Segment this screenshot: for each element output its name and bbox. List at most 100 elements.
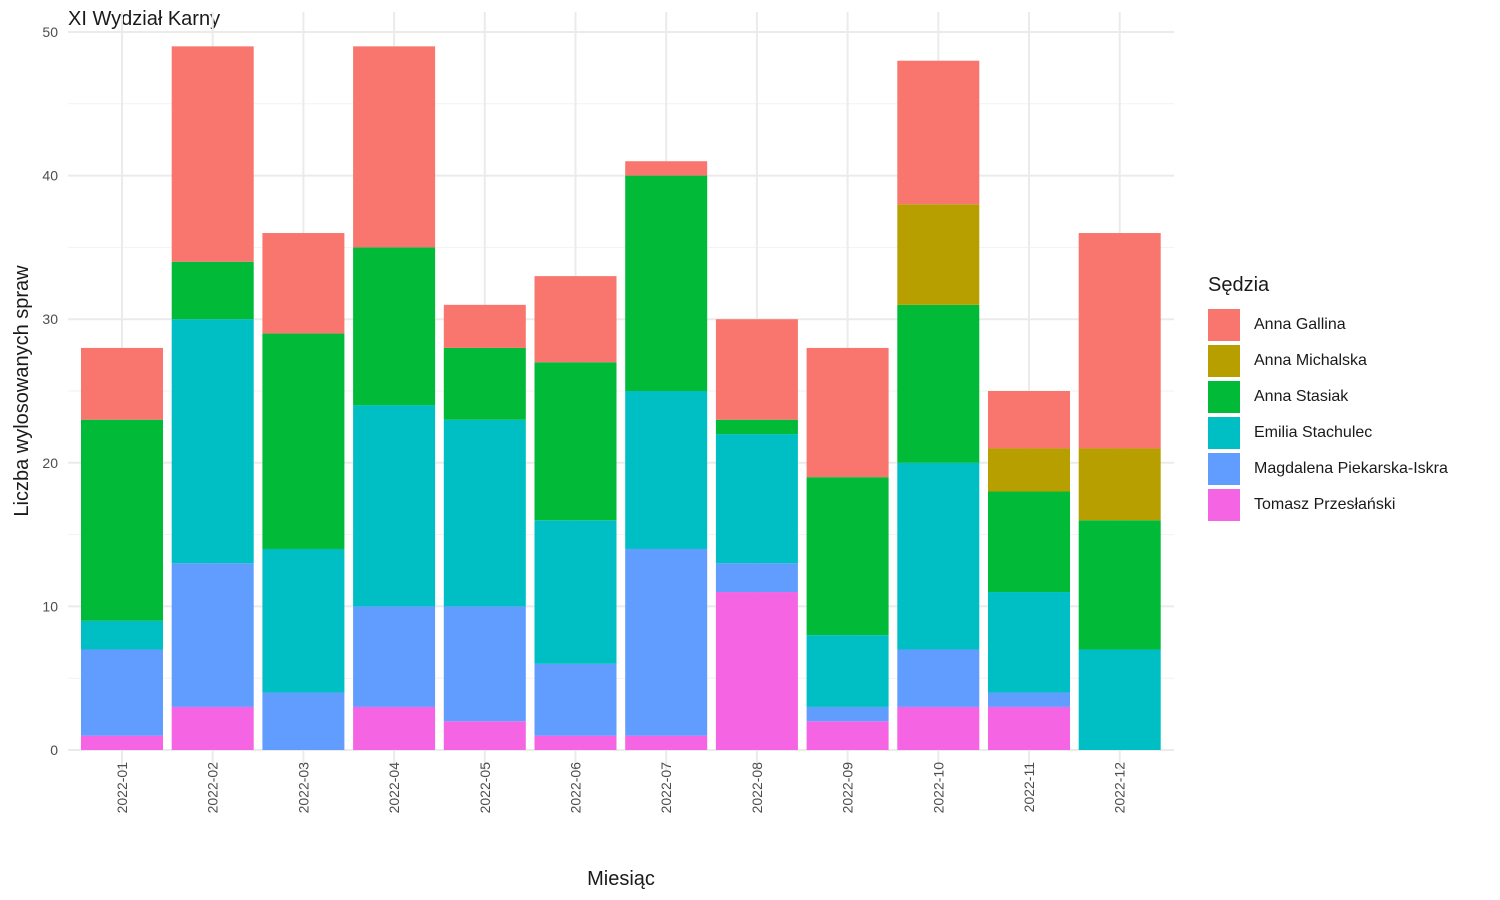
bar-segment (988, 706, 1070, 750)
legend-key (1208, 309, 1240, 341)
y-tick-label: 40 (42, 168, 58, 184)
bar-segment (171, 46, 254, 262)
bar-segment (353, 247, 436, 406)
bar-segment (81, 620, 163, 650)
bar-segment (353, 706, 436, 750)
bar-segment (1078, 233, 1161, 449)
bar-segment (534, 276, 617, 363)
legend-key (1208, 381, 1240, 413)
y-axis-title: Liczba wylosowanych spraw (11, 265, 33, 517)
x-tick-label: 2022-11 (1021, 762, 1037, 813)
x-tick-label: 2022-10 (930, 762, 946, 814)
legend-item: Emilia Stachulec (1208, 415, 1448, 451)
legend-label: Anna Gallina (1254, 316, 1346, 333)
bar-segment (353, 405, 436, 607)
bar-segment (1078, 448, 1161, 521)
bar-segment (443, 606, 526, 722)
legend-item: Magdalena Piekarska-Iskra (1208, 451, 1448, 487)
bar-segment (443, 419, 526, 607)
bar-segment (171, 706, 254, 750)
legend-label: Anna Michalska (1254, 352, 1367, 369)
bar-segment (443, 347, 526, 420)
bar-segment (534, 362, 617, 521)
bar-segment (715, 434, 798, 564)
legend-label: Anna Stasiak (1254, 388, 1349, 405)
legend-item: Anna Stasiak (1208, 379, 1448, 415)
bar-segment (81, 735, 163, 750)
bar-segment (81, 419, 163, 621)
legend-key (1208, 489, 1240, 521)
bar-segment (897, 204, 980, 305)
x-tick-label: 2022-04 (386, 762, 402, 814)
x-tick-label: 2022-01 (114, 762, 130, 814)
legend-item: Anna Gallina (1208, 307, 1448, 343)
bar-segment (988, 491, 1070, 593)
bar-segment (81, 347, 163, 420)
legend-key (1208, 453, 1240, 485)
x-tick-label: 2022-12 (1112, 762, 1128, 814)
legend-label: Tomasz Przesłański (1254, 496, 1396, 513)
bar-segment (443, 304, 526, 348)
bar-segment (625, 735, 708, 750)
bar-segment (262, 692, 345, 750)
y-tick-label: 10 (42, 598, 58, 614)
bar-segment (897, 649, 980, 707)
y-tick-label: 30 (42, 311, 58, 327)
bar-segment (534, 735, 617, 750)
bar-segment (806, 721, 889, 750)
bar-segment (353, 46, 436, 248)
bar-segment (897, 462, 980, 650)
x-tick-label: 2022-07 (658, 762, 674, 814)
x-tick-label: 2022-02 (205, 762, 221, 814)
legend-label: Emilia Stachulec (1254, 424, 1373, 441)
bar-segment (171, 261, 254, 320)
x-tick-label: 2022-06 (568, 762, 584, 814)
bar-segment (806, 477, 889, 636)
bar-segment (806, 706, 889, 722)
bar-segment (1078, 649, 1161, 750)
bar-segment (988, 448, 1070, 492)
bar-segment (262, 548, 345, 693)
stacked-bar-chart: 0 10 20 30 40 50 2022-01 2022-02 2022-03 2022-04… (11, 12, 1174, 890)
x-tick-label: 2022-05 (477, 762, 493, 814)
bar-segment (625, 548, 708, 736)
x-tick-label: 2022-03 (295, 762, 311, 814)
bar-segment (715, 592, 798, 750)
bar-segment (625, 175, 708, 391)
y-tick-label: 0 (50, 742, 58, 758)
bar-segment (715, 319, 798, 420)
bar-segment (988, 391, 1070, 449)
bar-segment (443, 721, 526, 750)
legend-item: Anna Michalska (1208, 343, 1448, 379)
bar-segment (262, 333, 345, 549)
chart-title: XI Wydział Karny (68, 8, 221, 30)
bar-segment (171, 319, 254, 564)
legend: Sędzia Anna Gallina Anna Michalska Anna St… (1208, 274, 1448, 523)
bar-segment (988, 692, 1070, 707)
bar-segment (715, 419, 798, 435)
bar-segment (625, 161, 708, 176)
bar-segment (897, 706, 980, 750)
bar-segment (81, 649, 163, 736)
legend-title: Sędzia (1208, 274, 1270, 296)
x-tick-label: 2022-08 (749, 762, 765, 814)
bar-segment (534, 520, 617, 664)
bar-segment (171, 563, 254, 707)
bar-segment (1078, 520, 1161, 650)
bar-segment (988, 592, 1070, 693)
bar-segment (262, 233, 345, 334)
bar-segment (353, 606, 436, 707)
bar-segment (715, 563, 798, 593)
bar-segment (534, 663, 617, 736)
bar-segment (897, 60, 980, 205)
x-tick-label: 2022-09 (840, 762, 856, 814)
bar-segment (625, 391, 708, 549)
legend-key (1208, 345, 1240, 377)
bar-segment (806, 347, 889, 478)
legend-label: Magdalena Piekarska-Iskra (1254, 460, 1448, 477)
y-tick-label: 50 (42, 24, 58, 40)
x-axis-title: Miesiąc (587, 868, 655, 890)
legend-key (1208, 417, 1240, 449)
legend-item: Tomasz Przesłański (1208, 487, 1448, 523)
y-tick-label: 20 (42, 455, 58, 471)
